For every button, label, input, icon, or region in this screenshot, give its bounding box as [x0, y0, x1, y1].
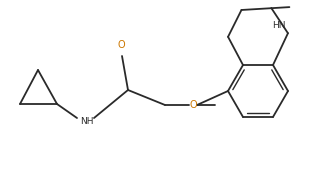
Text: HN: HN [272, 21, 286, 30]
Text: NH: NH [80, 116, 94, 126]
Text: O: O [117, 40, 125, 50]
Text: O: O [189, 100, 197, 110]
